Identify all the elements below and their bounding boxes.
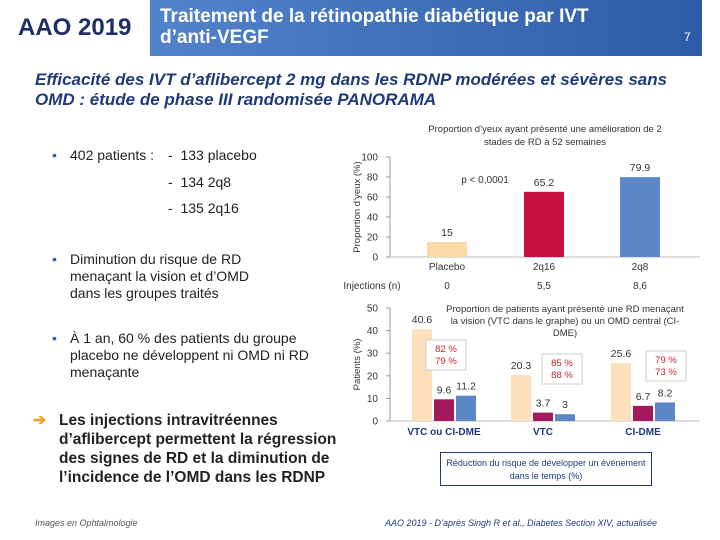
value-label: 20.3 (511, 360, 532, 372)
bar (427, 242, 467, 257)
y-tick-label: 0 (372, 253, 378, 264)
y-tick-label: 100 (361, 153, 378, 164)
y-tick-label: 0 (372, 417, 378, 428)
sub-item: - 133 placebo (168, 147, 257, 163)
y-tick-label: 20 (367, 371, 379, 382)
annotation: 82 % (435, 344, 457, 355)
annotation: 73 % (655, 367, 677, 378)
value-label: 3 (562, 399, 568, 411)
bullet: • 402 patients : (52, 147, 155, 163)
sub-item: - 134 2q8 (168, 174, 232, 190)
value-label: 8.2 (658, 387, 673, 399)
bar (620, 177, 660, 257)
annotation: 79 % (435, 356, 457, 367)
y-tick-label: 20 (367, 233, 379, 244)
value-label: 15 (441, 227, 453, 239)
chart-title: Proportion de patients ayant présenté un… (446, 304, 684, 339)
sub-item-text: 134 2q8 (180, 174, 232, 190)
y-axis-label: Patients (%) (352, 339, 363, 391)
value-label: 25.6 (611, 348, 632, 360)
conclusion-text: Les injections intravitréennes d’afliber… (59, 412, 337, 486)
logo-box (0, 0, 150, 56)
conclusion: ➔ Les injections intravitréennes d’aflibe… (33, 411, 345, 487)
bullet: • À 1 an, 60 % des patients du groupe pla… (52, 330, 309, 380)
sub-item-text: 133 placebo (180, 147, 257, 163)
bullet-text: À 1 an, 60 % des patients du groupe plac… (70, 330, 309, 380)
bar (456, 395, 476, 421)
annotation: 85 % (551, 358, 573, 369)
footer-left: Images en Ophtalmologie (35, 518, 138, 528)
y-tick-label: 60 (367, 193, 379, 204)
bar (555, 414, 575, 421)
value-label: 3.7 (536, 398, 551, 410)
y-tick-label: 40 (367, 213, 379, 224)
bar (533, 412, 553, 421)
row-label: Injections (n) (343, 281, 400, 292)
bullet-text: Diminution du risque de RD menaçant la v… (70, 251, 249, 301)
annotation: 79 % (655, 355, 677, 366)
chart-title: Proportion d’yeux ayant présenté une amé… (428, 124, 662, 148)
y-tick-label: 10 (367, 394, 379, 405)
row-value: 0 (444, 281, 450, 292)
bullet: • Diminution du risque de RD menaçant la … (52, 251, 249, 301)
value-label: 40.6 (412, 314, 433, 326)
x-tick-label: CI-DME (625, 427, 661, 438)
y-tick-label: 50 (367, 304, 379, 315)
logo: AAO 2019 (18, 14, 132, 41)
y-tick-label: 40 (367, 326, 379, 337)
footer-right: AAO 2019 - D’après Singh R et al., Diabe… (385, 518, 657, 528)
x-tick-label: 2q8 (632, 262, 649, 273)
slide-title: Traitement de la rétinopathie diabétique… (160, 6, 589, 48)
bar (655, 402, 675, 421)
sub-item-text: 135 2q16 (180, 200, 239, 216)
bullet-text: 402 patients : (70, 147, 155, 163)
annotation-box (541, 353, 583, 385)
x-tick-label: VTC ou CI-DME (407, 427, 481, 438)
value-label: 79.9 (630, 162, 651, 174)
bar (511, 375, 531, 421)
y-tick-label: 80 (367, 173, 379, 184)
x-tick-label: 2q16 (533, 262, 556, 273)
annotation: p < 0,0001 (461, 175, 509, 186)
page-number: 7 (684, 30, 691, 44)
x-tick-label: Placebo (429, 262, 466, 273)
y-axis-label: Proportion d’yeux (%) (352, 161, 363, 252)
value-label: 65.2 (534, 177, 555, 189)
value-label: 6.7 (636, 391, 651, 403)
annotation-box (645, 350, 687, 382)
y-tick-label: 30 (367, 349, 379, 360)
sub-item: - 135 2q16 (168, 200, 239, 216)
row-value: 5,5 (537, 281, 551, 292)
value-label: 11.2 (456, 381, 476, 393)
value-label: 9.6 (437, 384, 452, 396)
x-tick-label: VTC (533, 427, 553, 438)
row-value: 8,6 (633, 281, 647, 292)
bar (524, 191, 564, 257)
bar (633, 405, 653, 421)
annotation: 88 % (551, 370, 573, 381)
subtitle: Efficacité des IVT d’aflibercept 2 mg da… (35, 70, 668, 109)
annotation-box (425, 339, 467, 371)
caption: Réduction du risque de développer un évé… (440, 452, 652, 486)
title-bar (150, 0, 702, 56)
bar (434, 399, 454, 421)
bar (611, 363, 631, 421)
